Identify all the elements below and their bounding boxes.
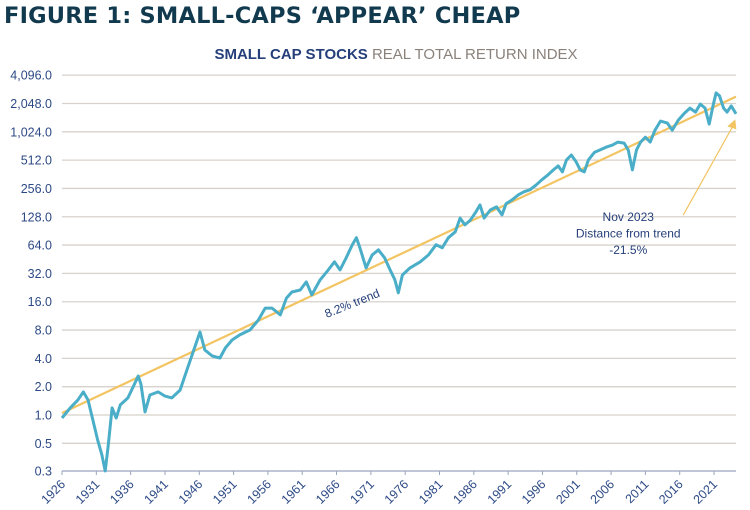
x-tick-label: 1926 [39, 477, 69, 507]
small-cap-index-line [60, 91, 738, 473]
y-tick-label: 2.0 [35, 380, 52, 394]
chart-title-regular: REAL TOTAL RETURN INDEX [367, 46, 578, 63]
series-layer [60, 91, 738, 473]
y-tick-label: 8.0 [35, 324, 52, 338]
distance-annotation-line: -21.5% [609, 243, 647, 257]
x-tick-label: 1981 [416, 477, 446, 507]
x-tick-label: 2011 [623, 477, 652, 506]
y-axis-tick-labels: 4,096.0 2,048.0 1,024.0 512.0 256.0 128.0 64.0… [10, 69, 52, 479]
x-tick-label: 2016 [656, 477, 686, 507]
distance-annotation-line: Nov 2023 [603, 210, 655, 224]
x-tick-label: 1931 [73, 477, 103, 507]
trend-label: 8.2% trend [323, 286, 382, 321]
x-tick-label: 1961 [279, 477, 309, 507]
x-tick-label: 1936 [107, 477, 137, 507]
y-tick-label: 128.0 [21, 210, 52, 224]
x-tick-label: 1941 [142, 477, 172, 507]
x-tick-label: 1956 [244, 477, 274, 507]
y-tick-label: 512.0 [21, 154, 52, 168]
y-tick-label: 256.0 [21, 182, 52, 196]
y-tick-label: 1,024.0 [10, 125, 52, 139]
y-tick-label: 64.0 [28, 239, 52, 253]
x-tick-label: 1976 [382, 477, 412, 507]
x-tick-label: 1966 [313, 477, 343, 507]
distance-annotation-line: Distance from trend [576, 227, 681, 241]
y-tick-label: 32.0 [28, 267, 52, 281]
x-tick-label: 1971 [347, 477, 377, 507]
x-axis: 1926 1931 1936 1941 1946 1951 1956 1961 1966 1971… [39, 470, 736, 507]
x-tick-label: 1951 [210, 477, 240, 507]
y-tick-label: 2,048.0 [10, 97, 52, 111]
figure-title: FIGURE 1: SMALL-CAPS ‘APPEAR’ CHEAP [4, 3, 521, 29]
y-tick-label: 4,096.0 [10, 69, 52, 83]
x-tick-label: 1986 [450, 477, 480, 507]
x-tick-label: 1946 [176, 477, 206, 507]
annotation-arrow-head [727, 119, 737, 130]
trend-line [61, 95, 737, 415]
y-tick-label: 4.0 [35, 352, 52, 366]
x-tick-label: 2001 [553, 477, 583, 507]
y-tick-label: 1.0 [35, 409, 52, 423]
y-tick-label: 16.0 [28, 295, 52, 309]
x-tick-label: 2021 [691, 477, 721, 507]
annotations: 8.2% trend Nov 2023 Distance from trend -21… [323, 119, 737, 321]
chart-title: SMALL CAP STOCKS REAL TOTAL RETURN INDEX [0, 46, 750, 63]
gridlines [62, 74, 736, 444]
x-tick-label: 1996 [519, 477, 549, 507]
y-tick-label: 0.5 [35, 437, 52, 451]
x-tick-label: 2006 [588, 477, 618, 507]
y-tick-label: 0.3 [35, 465, 52, 479]
x-tick-label: 1991 [485, 477, 515, 507]
annotation-arrow-line [682, 125, 734, 216]
chart-title-bold: SMALL CAP STOCKS [214, 46, 368, 63]
